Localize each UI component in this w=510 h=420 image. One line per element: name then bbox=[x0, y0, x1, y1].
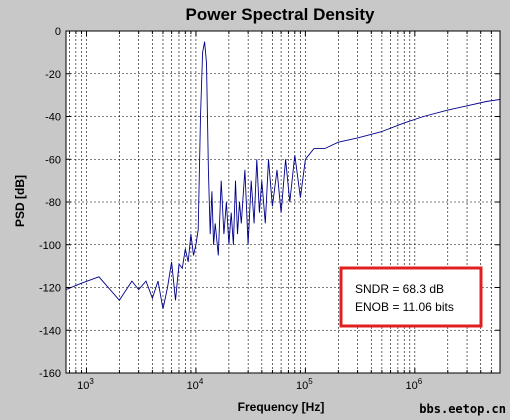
x-tick-label: 104 bbox=[187, 377, 204, 392]
y-tick-label: -60 bbox=[45, 154, 61, 166]
metrics-annotation-box: SNDR = 68.3 dB ENOB = 11.06 bits bbox=[339, 266, 483, 328]
y-tick-label: -160 bbox=[39, 368, 61, 380]
y-tick-label: -140 bbox=[39, 325, 61, 337]
x-axis-label: Frequency [Hz] bbox=[238, 400, 325, 414]
y-tick-label: -20 bbox=[45, 69, 61, 81]
chart-title: Power Spectral Density bbox=[186, 5, 376, 24]
x-tick-label: 106 bbox=[405, 377, 422, 392]
y-axis-label: PSD [dB] bbox=[13, 175, 27, 227]
x-tick-label: 103 bbox=[77, 377, 94, 392]
y-tick-label: 0 bbox=[55, 26, 61, 38]
y-tick-label: -80 bbox=[45, 197, 61, 209]
psd-series-line bbox=[65, 41, 501, 309]
x-tick-label: 105 bbox=[296, 377, 313, 392]
axis-ticks: 0 -20 -40 -60 -80 -100 -120 -140 -160 103 104 105 10… bbox=[39, 26, 500, 392]
y-tick-label: -120 bbox=[39, 283, 61, 295]
watermark-text: bbs.eetop.cn bbox=[419, 402, 506, 416]
enob-text: ENOB = 11.06 bits bbox=[355, 300, 454, 314]
y-tick-label: -40 bbox=[45, 112, 61, 124]
y-tick-label: -100 bbox=[39, 240, 61, 252]
annotation-border bbox=[339, 266, 483, 328]
sndr-text: SNDR = 68.3 dB bbox=[355, 282, 444, 296]
